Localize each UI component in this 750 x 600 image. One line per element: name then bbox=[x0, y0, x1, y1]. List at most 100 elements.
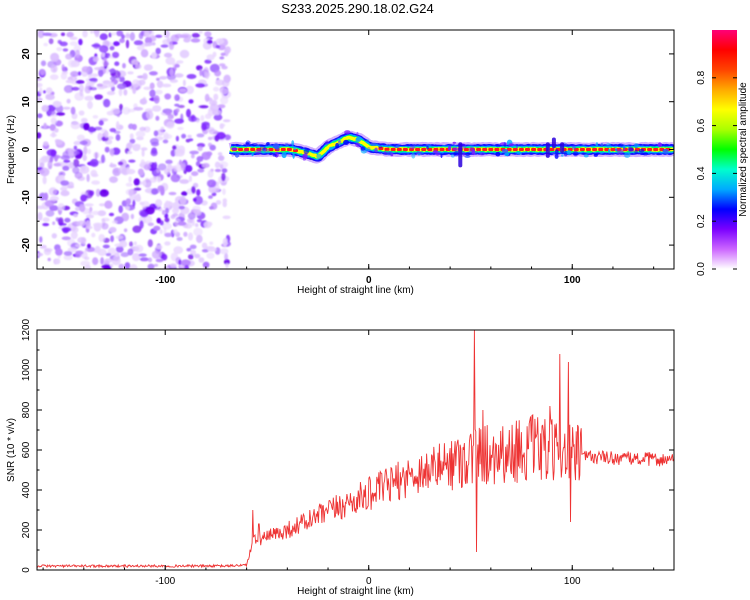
noise-blob bbox=[142, 73, 148, 80]
noise-blob bbox=[88, 78, 98, 82]
noise-blob bbox=[165, 57, 176, 65]
noise-blob bbox=[122, 62, 126, 69]
noise-blob bbox=[151, 52, 158, 59]
noise-blob bbox=[40, 60, 47, 67]
noise-blob bbox=[195, 161, 201, 167]
noise-blob bbox=[82, 154, 87, 161]
noise-blob bbox=[219, 87, 229, 95]
noise-blob bbox=[80, 194, 87, 202]
noise-blob bbox=[65, 79, 75, 84]
noise-blob bbox=[184, 264, 190, 269]
noise-blob bbox=[155, 34, 163, 38]
noise-blob bbox=[128, 159, 136, 163]
noise-blob bbox=[210, 202, 218, 210]
ridge-core bbox=[531, 148, 537, 151]
noise-blob bbox=[73, 140, 82, 146]
noise-blob bbox=[133, 40, 144, 46]
noise-blob bbox=[63, 254, 73, 261]
noise-blob bbox=[206, 39, 213, 45]
noise-blob bbox=[206, 54, 215, 61]
ridge-speckle bbox=[605, 142, 612, 149]
ridge-speckle bbox=[593, 153, 598, 157]
noise-blob bbox=[104, 258, 113, 263]
noise-blob bbox=[139, 257, 149, 262]
ridge-speckle bbox=[366, 147, 371, 152]
noise-blob bbox=[94, 245, 101, 254]
noise-blob bbox=[94, 67, 103, 71]
ridge-speckle bbox=[504, 152, 510, 156]
noise-blob bbox=[131, 59, 139, 65]
ridge-speckle bbox=[662, 148, 669, 154]
noise-blob bbox=[176, 60, 184, 64]
noise-blob bbox=[91, 173, 99, 178]
ridge-speckle bbox=[409, 145, 416, 150]
noise-blob bbox=[83, 146, 88, 155]
ridge-speckle bbox=[292, 153, 295, 159]
noise-blob bbox=[222, 188, 226, 195]
noise-blob bbox=[42, 222, 50, 227]
ridge-speckle bbox=[600, 143, 604, 147]
ridge-speckle bbox=[614, 148, 618, 152]
noise-blob bbox=[147, 239, 153, 248]
noise-blob bbox=[91, 210, 100, 216]
snr-series-line bbox=[37, 330, 674, 569]
noise-blob bbox=[133, 178, 140, 186]
ridge-core bbox=[518, 148, 524, 151]
noise-blob bbox=[58, 222, 67, 226]
noise-blob bbox=[173, 164, 182, 173]
x-tick-label: -100 bbox=[155, 576, 175, 587]
y-tick-label: 0 bbox=[21, 146, 32, 152]
noise-blob bbox=[215, 200, 222, 205]
ridge-core bbox=[402, 148, 408, 151]
noise-blob bbox=[77, 237, 86, 244]
noise-blob bbox=[92, 115, 99, 119]
noise-blob bbox=[107, 247, 116, 255]
noise-blob bbox=[111, 220, 118, 224]
y-tick-label: 10 bbox=[21, 96, 32, 108]
noise-blob bbox=[168, 191, 177, 196]
noise-blob bbox=[196, 119, 200, 123]
noise-blob bbox=[188, 254, 194, 260]
noise-blob bbox=[214, 69, 222, 77]
noise-blob bbox=[163, 133, 173, 140]
snr-ylabel: SNR (10 * v/v) bbox=[6, 418, 17, 482]
noise-blob bbox=[85, 220, 91, 230]
noise-blob bbox=[133, 241, 137, 246]
noise-blob bbox=[153, 95, 160, 104]
ridge-speckle bbox=[440, 153, 443, 159]
noise-blob bbox=[151, 188, 159, 195]
noise-blob bbox=[156, 129, 164, 136]
ridge-speckle bbox=[561, 154, 564, 157]
noise-blob bbox=[103, 130, 109, 138]
noise-blob bbox=[62, 165, 70, 171]
ridge-disturbance bbox=[551, 137, 556, 149]
ridge-speckle bbox=[272, 153, 277, 157]
noise-blob bbox=[139, 126, 146, 132]
ridge-core bbox=[384, 147, 390, 151]
noise-blob bbox=[37, 132, 42, 139]
ridge-speckle bbox=[303, 148, 309, 155]
ridge-disturbance bbox=[560, 142, 565, 154]
noise-blob bbox=[43, 248, 52, 256]
noise-blob bbox=[73, 45, 81, 52]
colorbar-tick-label: 0.2 bbox=[696, 214, 707, 228]
noise-blob bbox=[196, 219, 203, 223]
noise-blob bbox=[164, 168, 171, 175]
noise-blob bbox=[49, 205, 59, 211]
noise-blob bbox=[223, 119, 231, 123]
noise-blob bbox=[155, 89, 163, 95]
noise-blob bbox=[174, 147, 179, 157]
noise-blob bbox=[201, 151, 211, 161]
noise-blob bbox=[41, 104, 49, 112]
ridge-speckle bbox=[383, 151, 387, 154]
noise-blob bbox=[191, 171, 199, 177]
noise-blob bbox=[55, 112, 66, 116]
y-tick-label: -20 bbox=[21, 237, 32, 252]
noise-blob bbox=[170, 34, 180, 43]
noise-blob bbox=[147, 257, 153, 263]
ridge-speckle bbox=[452, 147, 458, 151]
ridge-core bbox=[494, 148, 500, 151]
noise-blob bbox=[174, 103, 180, 107]
ridge-speckle bbox=[245, 142, 250, 145]
